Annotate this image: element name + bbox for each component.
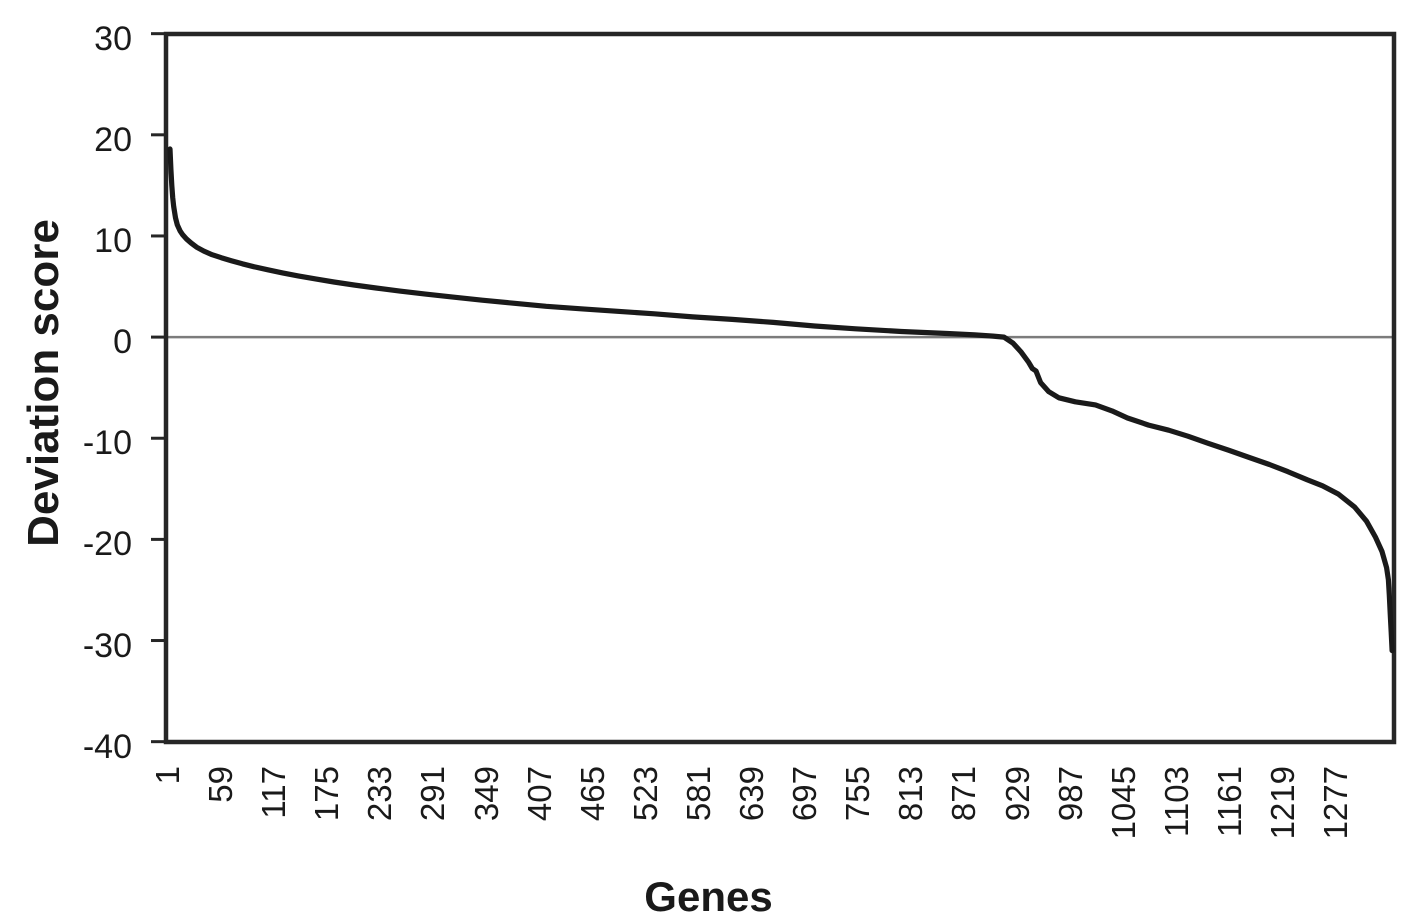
y-axis-title: Deviation score [19,219,68,547]
y-tick-label: 20 [94,120,132,159]
x-tick-label: 813 [892,766,930,822]
y-tick-label: -30 [82,626,132,665]
x-tick-label: 929 [998,766,1036,822]
x-tick-label: 755 [839,766,877,822]
x-tick-label: 59 [202,766,240,803]
x-tick-label: 1219 [1263,766,1301,840]
x-tick-label: 697 [786,766,824,822]
x-tick-label: 291 [414,766,452,822]
x-tick-label: 349 [467,766,505,822]
x-tick-label: 871 [945,766,983,822]
y-tick-label: 0 [113,323,132,362]
x-tick-label: 1103 [1157,766,1195,837]
x-tick-label: 407 [520,766,558,822]
plot-frame [163,31,1397,745]
x-tick-label: 639 [733,766,771,822]
y-tick-label: 30 [94,19,132,58]
x-axis-title: Genes [644,873,773,920]
x-tick-label: 1 [149,766,186,785]
x-tick-label: 1277 [1317,766,1355,840]
y-tick-label: -20 [82,525,132,564]
x-tick-label: 175 [308,766,346,822]
x-tick-label: 233 [361,766,399,822]
deviation-curve [167,146,1395,654]
x-tick-label: 117 [255,766,293,819]
x-tick-label: 987 [1051,766,1089,822]
x-tick-label: 581 [679,766,717,822]
y-tick-label: -40 [82,727,132,766]
y-tick-label: -10 [82,424,132,463]
x-tick-label: 1045 [1104,766,1142,840]
y-tick-label: 10 [94,221,132,260]
x-tick-label: 465 [573,766,611,822]
x-tick-label: 1161 [1210,766,1248,837]
x-tick-label: 523 [626,766,664,822]
